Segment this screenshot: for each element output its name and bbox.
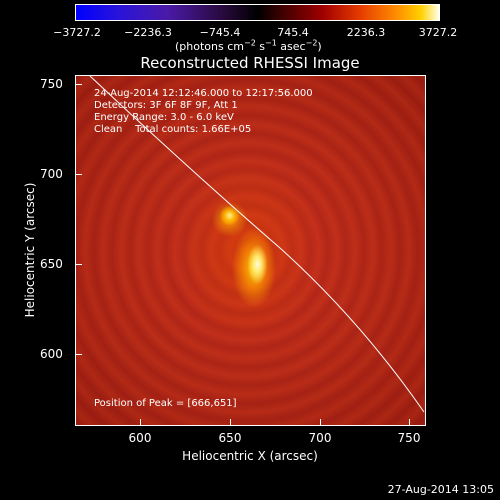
peak-position-label: Position of Peak = [666,651] [94, 398, 237, 409]
x-tick-mark [140, 419, 141, 425]
x-tick-label: 700 [308, 431, 332, 445]
y-tick-label: 750 [40, 77, 63, 91]
x-tick-mark [409, 419, 410, 425]
y-tick-mark [76, 84, 82, 85]
x-tick-mark [320, 419, 321, 425]
y-tick-mark [76, 264, 82, 265]
colorbar-tick: 2236.3 [346, 26, 386, 39]
clean-counts-label: Clean Total counts: 1.66E+05 [94, 124, 252, 135]
y-tick-label: 700 [40, 167, 63, 181]
rhessi-image [75, 75, 426, 426]
colorbar-tick: 745.4 [277, 26, 309, 39]
colorbar-tick: −3727.2 [53, 26, 101, 39]
plot-timestamp: 27-Aug-2014 13:05 [387, 483, 494, 496]
colorbar [75, 4, 440, 21]
y-tick-mark [76, 174, 82, 175]
y-tick-label: 600 [40, 347, 63, 361]
colorbar-tick: −2236.3 [124, 26, 172, 39]
plot-title: Reconstructed RHESSI Image [140, 54, 360, 72]
x-tick-label: 650 [218, 431, 242, 445]
colorbar-units: (photons cm−2 s−1 asec−2) [175, 38, 322, 53]
x-tick-mark [230, 419, 231, 425]
colorbar-tick: 3727.2 [418, 26, 458, 39]
x-tick-label: 600 [128, 431, 152, 445]
x-tick-label: 750 [397, 431, 421, 445]
detectors-label: Detectors: 3F 6F 8F 9F, Att 1 [94, 100, 238, 111]
colorbar-tick: −745.4 [199, 26, 241, 39]
time-range-label: 24-Aug-2014 12:12:46.000 to 12:17:56.000 [94, 88, 313, 99]
y-tick-label: 650 [40, 257, 63, 271]
y-axis-label: Heliocentric Y (arcsec) [23, 182, 37, 318]
y-tick-mark [76, 354, 82, 355]
x-axis-label: Heliocentric X (arcsec) [182, 449, 318, 463]
energy-range-label: Energy Range: 3.0 - 6.0 keV [94, 112, 234, 123]
